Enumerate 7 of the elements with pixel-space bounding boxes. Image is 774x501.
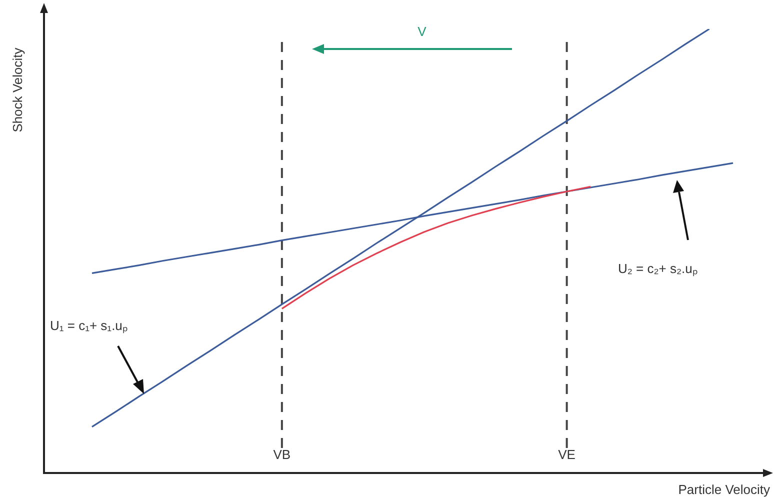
- y-axis-title: Shock Velocity: [10, 47, 25, 132]
- annotation: U₂ = c₂+ s₂.uₚ: [618, 261, 698, 277]
- x-axis-title: Particle Velocity: [678, 482, 770, 497]
- x-tick-label: VE: [558, 447, 576, 462]
- annotation: V: [418, 24, 427, 39]
- x-tick-label: VB: [273, 447, 291, 462]
- annotation: U₁ = c₁+ s₁.uₚ: [50, 318, 128, 334]
